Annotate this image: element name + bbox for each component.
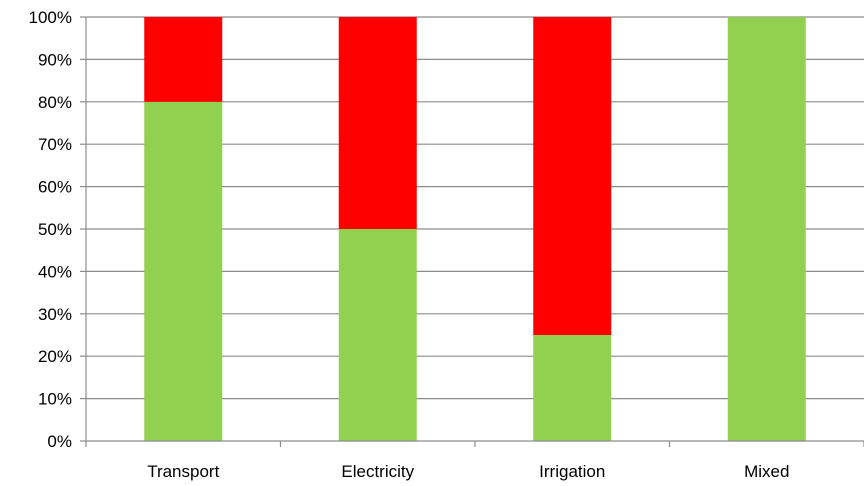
bar-segment-green xyxy=(727,17,806,441)
y-tick-label: 20% xyxy=(38,347,72,366)
x-tick-label: Irrigation xyxy=(539,462,605,481)
y-tick-label: 10% xyxy=(38,390,72,409)
y-tick-label: 0% xyxy=(47,432,72,451)
bars xyxy=(144,17,806,442)
y-tick-label: 60% xyxy=(38,178,72,197)
y-tick-label: 100% xyxy=(29,8,72,27)
bar-segment-red xyxy=(338,17,417,229)
bar-segment-green xyxy=(533,335,612,441)
y-tick-label: 80% xyxy=(38,93,72,112)
bar-segment-green xyxy=(144,101,223,442)
y-tick-label: 40% xyxy=(38,262,72,281)
bar-segment-green xyxy=(338,229,417,441)
bar-segment-red xyxy=(144,17,223,102)
tick-labels: 0% 10% 20% 30% 40% 50% 60% 70% 80% 90% 100% Transpo… xyxy=(29,8,790,481)
x-tick-label: Transport xyxy=(147,462,219,481)
x-tick-label: Electricity xyxy=(341,462,414,481)
bar-segment-red xyxy=(533,17,612,335)
x-tick-label: Mixed xyxy=(744,462,789,481)
y-tick-label: 90% xyxy=(38,50,72,69)
y-tick-label: 50% xyxy=(38,220,72,239)
axes xyxy=(80,16,864,447)
y-tick-label: 70% xyxy=(38,135,72,154)
y-tick-label: 30% xyxy=(38,305,72,324)
